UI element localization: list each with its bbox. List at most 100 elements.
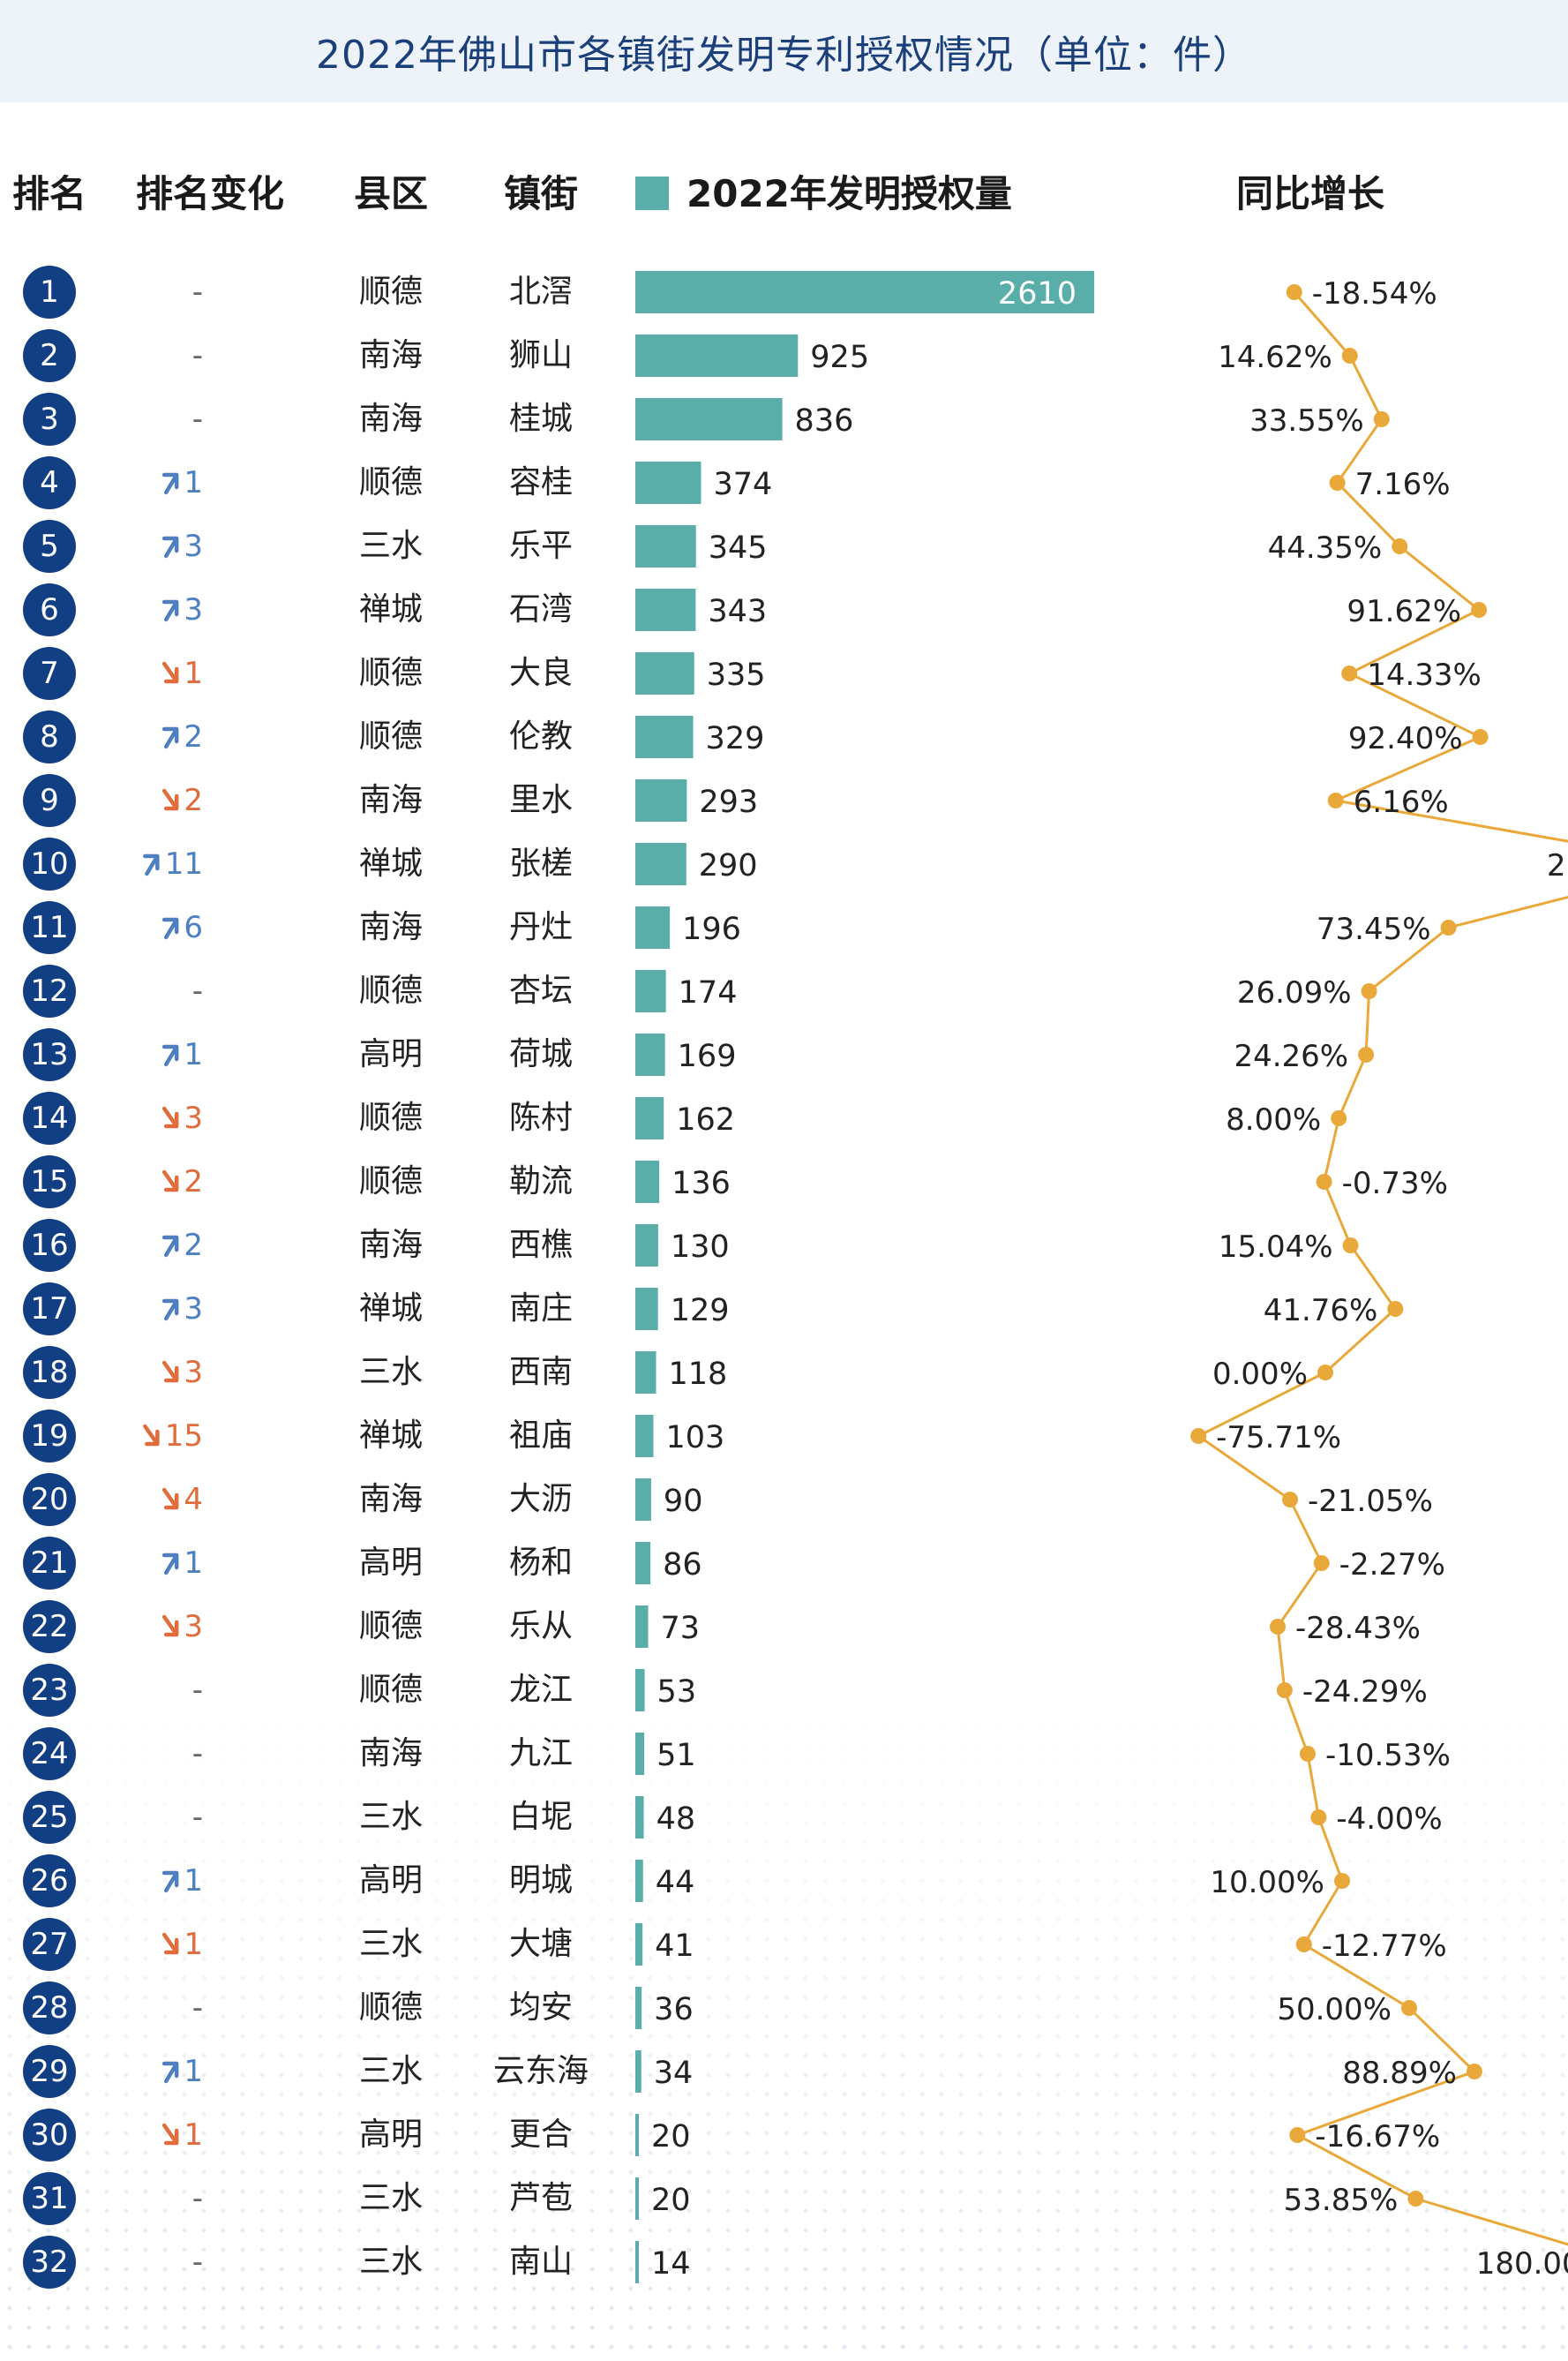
town-cell: 南庄 [508,1290,574,1327]
table-row: 21 1 高明 杨和 [0,1531,1568,1595]
yoy-point [1329,475,1346,491]
district-cell: 南海 [358,401,424,437]
header-district: 县区 [353,172,429,215]
yoy-point [1392,538,1408,554]
district-cell: 三水 [358,2244,424,2280]
rank-change: 1 [161,2117,203,2153]
yoy-label: -12.77% [1322,1929,1447,1964]
grant-bar [635,1796,644,1838]
yoy-point [1286,284,1302,300]
rank-badge: 18 [23,1346,76,1399]
rank-badge: 10 [23,838,76,891]
grant-value-label: 162 [676,1102,735,1138]
grant-bar [635,1860,643,1902]
grant-bar [635,589,696,631]
rank-change-value: 3 [184,1609,204,1644]
district-cell: 禅城 [358,846,424,882]
yoy-label: 91.62% [1347,594,1461,629]
rank-down-arrow-icon [162,788,179,811]
table-row: 11 6 南海 丹灶 [0,896,1568,959]
grant-bar [635,1478,651,1521]
rank-change: - [192,402,203,437]
table-row: 30 1 高明 更合 [0,2103,1568,2167]
yoy-label: -75.71% [1216,1420,1341,1455]
rank-change-value: - [191,1673,203,1708]
district-cell: 南海 [358,1481,424,1517]
district-cell: 三水 [358,528,424,564]
yoy-point [1295,1936,1312,1952]
rank-badge: 1 [23,266,76,319]
yoy-point [1289,2127,1306,2143]
yoy-point [1358,1047,1375,1063]
rank-down-arrow-icon [162,1932,179,1955]
table-row: 12 - 顺德 杏坛 [0,959,1568,1023]
town-cell: 杨和 [508,1545,574,1581]
grant-bar [635,970,666,1012]
rank-badge: 32 [23,2236,76,2289]
yoy-label: -2.27% [1339,1547,1445,1583]
rank-badge: 19 [23,1410,76,1462]
grant-bar [635,1161,660,1203]
district-cell: 顺德 [358,274,424,310]
rank-up-arrow-icon [162,2061,179,2084]
town-cell: 乐从 [508,1608,574,1644]
town-cell: 勒流 [508,1163,574,1199]
table-row: 20 4 南海 大沥 [0,1468,1568,1531]
grant-value-label: 73 [661,1611,701,1646]
grant-value-label: 329 [706,721,765,756]
table-row: 24 - 南海 九江 [0,1722,1568,1786]
rank-up-arrow-icon [162,726,179,749]
grant-value-label: 48 [656,1801,696,1837]
district-cell: 三水 [358,1926,424,1962]
rank-change: - [192,1673,203,1708]
rank-change: 3 [161,592,203,628]
rank-change: - [192,338,203,373]
yoy-point [1316,1174,1332,1190]
town-cell: 南山 [508,2244,574,2280]
grant-value-label: 836 [795,403,854,439]
rank-badge: 11 [23,901,76,954]
yoy-point [1299,1746,1316,1762]
yoy-point [1313,1555,1330,1571]
rank-up-arrow-icon [162,536,179,559]
rank-change-value: 3 [184,1101,204,1136]
town-cell: 西樵 [508,1227,574,1263]
yoy-point [1407,2191,1424,2207]
rank-change: 15 [142,1418,203,1454]
grant-value-label: 290 [699,848,758,883]
rank-up-arrow-icon [162,1298,179,1321]
rank-change: - [192,2244,203,2280]
rank-change: 3 [161,529,203,564]
town-cell: 芦苞 [508,2180,574,2216]
rank-badge: 5 [23,520,76,573]
grant-bar [635,1288,658,1330]
grant-value-label: 53 [657,1674,697,1710]
district-cell: 南海 [358,337,424,373]
yoy-point [1361,983,1377,999]
rank-badge: 6 [23,583,76,636]
yoy-point [1466,2064,1482,2079]
district-cell: 南海 [358,1227,424,1263]
table-row: 3 - 南海 桂城 [0,387,1568,451]
yoy-label: 73.45% [1317,912,1431,947]
yoy-point [1190,1428,1207,1444]
yoy-point [1269,1619,1286,1635]
grant-value-label: 14 [651,2246,691,2282]
yoy-point [1440,920,1457,936]
grant-bar [635,335,799,377]
rank-change-value: 11 [164,846,204,882]
grant-value-label: 293 [699,785,758,820]
grant-bar [635,1415,654,1457]
rank-down-arrow-icon [162,2123,179,2146]
rank-change-value: - [191,1736,203,1771]
grant-bar [635,462,701,504]
table-row: 32 - 三水 南山 [0,2230,1568,2294]
yoy-label: 33.55% [1249,403,1364,439]
yoy-point [1310,1809,1327,1825]
district-cell: 三水 [358,2053,424,2089]
table-row: 17 3 禅城 南庄 [0,1277,1568,1341]
grant-bar [635,525,696,568]
yoy-label: -16.67% [1315,2119,1440,2154]
yoy-label: 7.16% [1355,467,1451,502]
table-row: 28 - 顺德 均安 [0,1976,1568,2040]
